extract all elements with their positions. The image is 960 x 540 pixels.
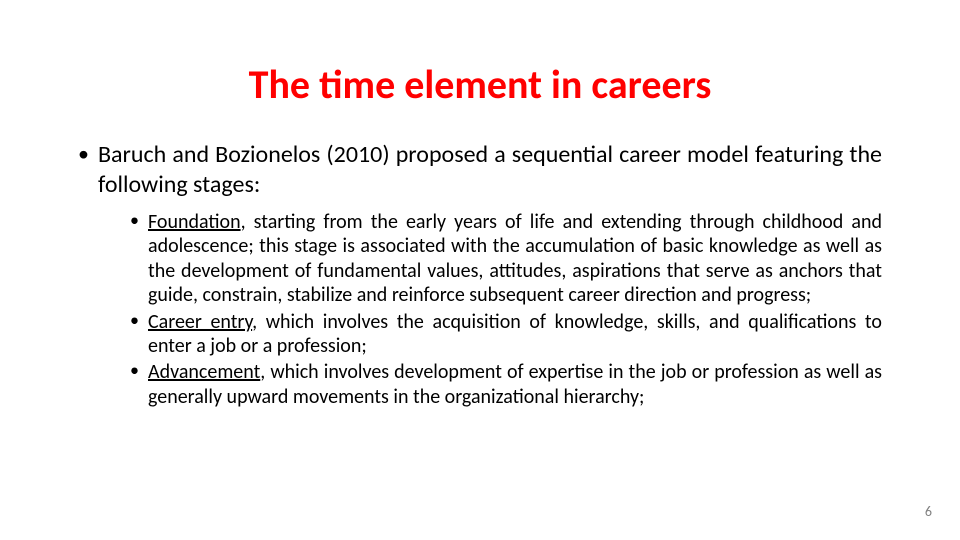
stage-text: , starting from the early years of life … xyxy=(148,210,882,307)
slide-title: The time element in careers xyxy=(0,60,960,109)
stage-list: Foundation, starting from the early year… xyxy=(78,210,882,409)
stage-item: Career entry, which involves the acquisi… xyxy=(130,310,882,359)
stage-item: Advancement, which involves development … xyxy=(130,360,882,409)
page-number: 6 xyxy=(925,503,932,520)
stage-item: Foundation, starting from the early year… xyxy=(130,210,882,308)
slide-body: Baruch and Bozionelos (2010) proposed a … xyxy=(78,140,882,411)
stage-text: , which involves the acquisition of know… xyxy=(148,310,882,358)
stage-name: Advancement xyxy=(148,360,260,384)
slide: The time element in careers Baruch and B… xyxy=(0,0,960,540)
stage-name: Career entry xyxy=(148,310,252,334)
stage-name: Foundation xyxy=(148,210,241,234)
intro-bullet: Baruch and Bozionelos (2010) proposed a … xyxy=(78,140,882,200)
